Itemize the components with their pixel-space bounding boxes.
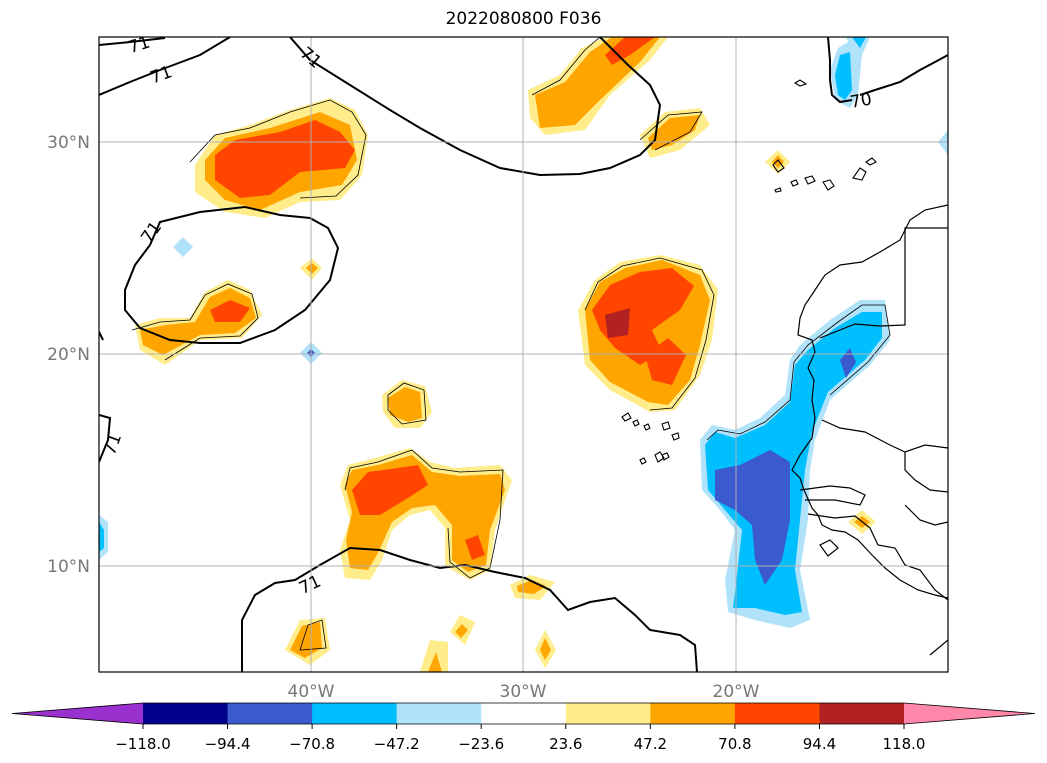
map-area: 71 71 71 71 71 71 70 <box>99 32 948 672</box>
colorbar-tick-label: −47.2 <box>374 735 420 753</box>
coastlines <box>791 204 948 656</box>
colorbar <box>11 702 1036 725</box>
colorbar-tick-label: −23.6 <box>458 735 504 753</box>
colorbar-segment <box>227 703 313 724</box>
map-title: 2022080800 F036 <box>445 9 602 29</box>
colorbar-extend-max <box>904 703 1035 724</box>
latitude-labels: 30°N 20°N 10°N <box>47 133 90 577</box>
colorbar-tick-label: −94.4 <box>205 735 251 753</box>
contour-label: 70 <box>849 89 874 112</box>
colorbar-tick-label: 23.6 <box>549 735 582 753</box>
colorbar-ticks: −118.0 −94.4 −70.8 −47.2 −23.6 23.6 47.2 70.8 94… <box>115 724 925 753</box>
colorbar-tick-label: 118.0 <box>883 735 926 753</box>
contour-label: 71 <box>100 431 126 458</box>
colorbar-tick-label: 70.8 <box>718 735 751 753</box>
colorbar-segment <box>312 703 398 724</box>
colorbar-segment <box>650 703 736 724</box>
lon-label-20w: 20°W <box>713 682 760 702</box>
lat-label-30n: 30°N <box>47 133 90 153</box>
colorbar-segment <box>396 703 482 724</box>
colorbar-tick-label: −118.0 <box>115 735 171 753</box>
colorbar-tick-label: −70.8 <box>289 735 335 753</box>
contour-label: 71 <box>126 32 153 58</box>
height-contours <box>99 37 948 672</box>
lon-label-40w: 40°W <box>288 682 335 702</box>
lon-label-30w: 30°W <box>500 682 547 702</box>
map-frame <box>98 36 949 673</box>
positive-anomaly-regions <box>135 37 876 672</box>
colorbar-segment <box>481 703 567 724</box>
lat-label-10n: 10°N <box>47 557 90 577</box>
colorbar-segment <box>819 703 905 724</box>
anomaly-contour-lines <box>131 37 891 651</box>
colorbar-segment <box>734 703 820 724</box>
colorbar-extend-min <box>12 703 143 724</box>
colorbar-segment <box>565 703 651 724</box>
graticule <box>99 37 948 672</box>
colorbar-tick-label: 47.2 <box>634 735 667 753</box>
colorbar-tick-label: 94.4 <box>803 735 836 753</box>
lat-label-20n: 20°N <box>47 345 90 365</box>
islands <box>621 79 877 465</box>
longitude-labels: 40°W 30°W 20°W <box>288 682 760 702</box>
colorbar-segment <box>143 703 229 724</box>
